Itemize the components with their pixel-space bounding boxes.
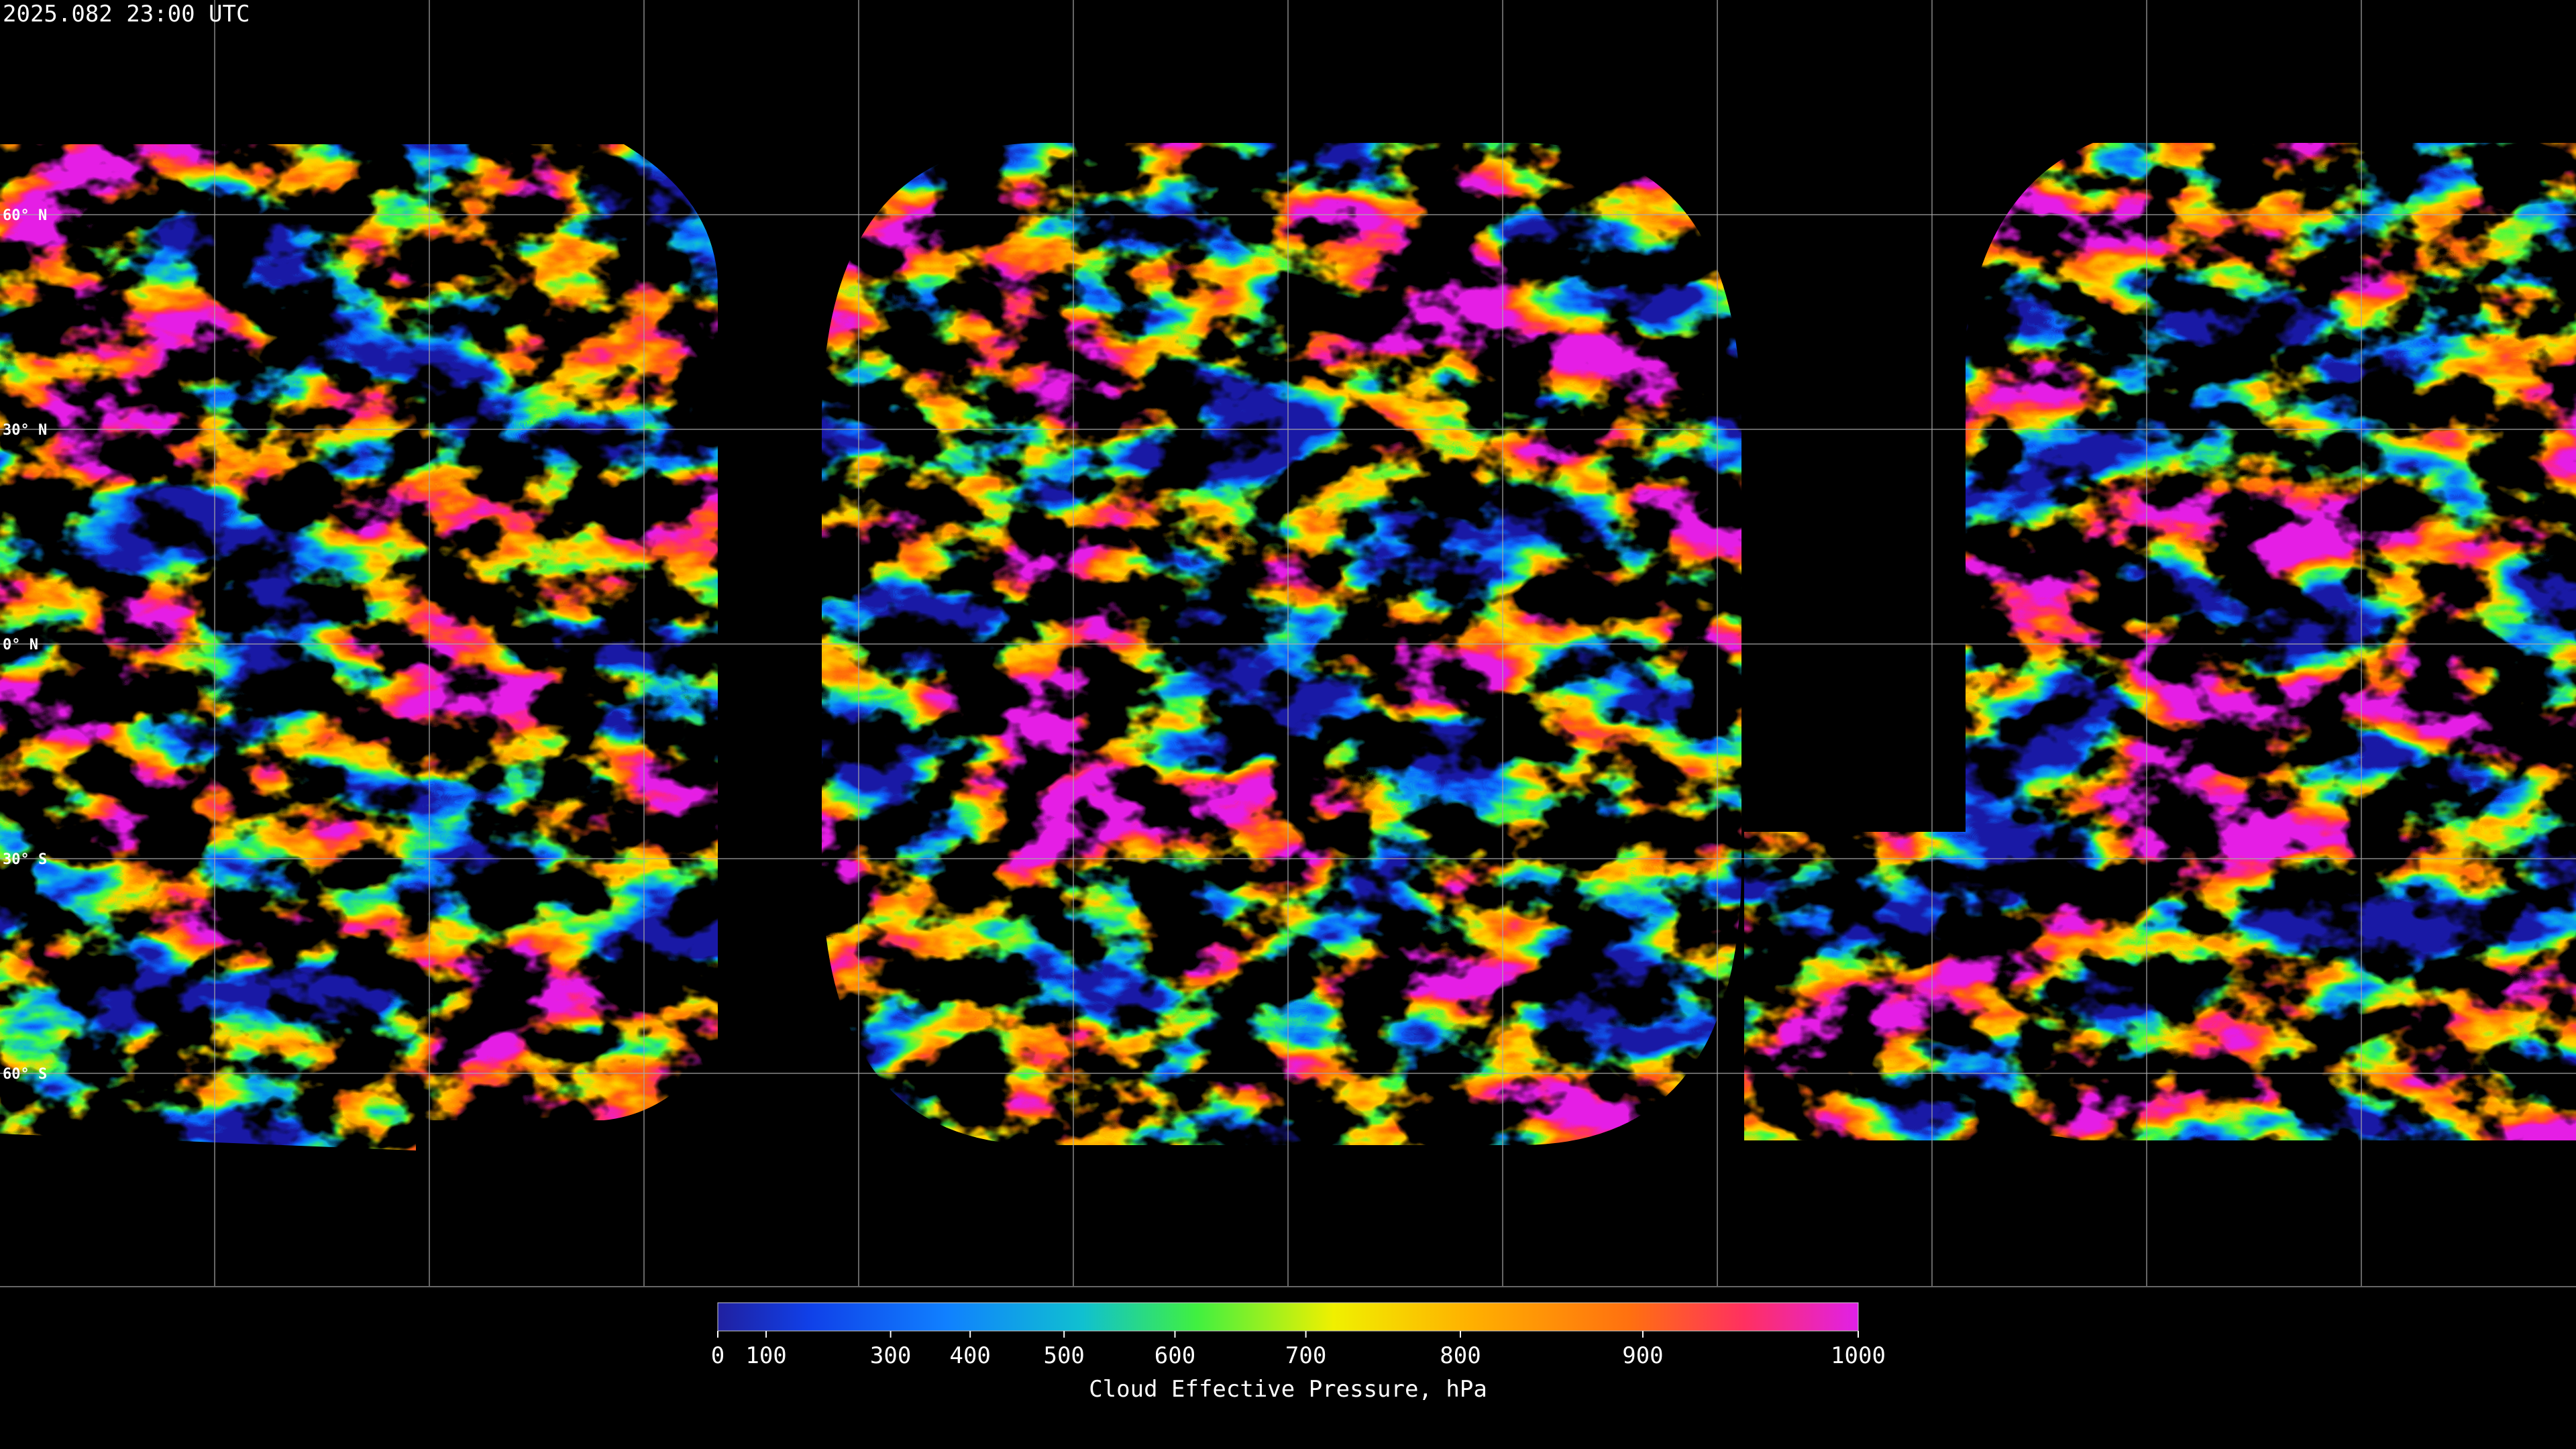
colorbar-tick-label: 400 [949,1342,990,1369]
graticule [0,0,2576,1287]
lat-label: 30° N [3,422,47,439]
colorbar-tick-label: 0 [711,1342,724,1369]
timestamp: 2025.082 23:00 UTC [3,1,250,28]
colorbar-tick-label: 900 [1622,1342,1663,1369]
colorbar-tick-label: 800 [1440,1342,1481,1369]
lat-labels: 60° N 30° N 0° N 30° S 60° S [3,207,47,1083]
colorbar: Cloud Effective Pressure, hPa 0 100 300 400… [711,1302,1886,1403]
colorbar-tick-label: 700 [1285,1342,1326,1369]
lat-label: 60° N [3,207,47,224]
colorbar-tick-label: 500 [1043,1342,1084,1369]
lat-label: 0° N [3,637,38,653]
lat-label: 30° S [3,851,47,868]
colorbar-title: Cloud Effective Pressure, hPa [1089,1376,1487,1403]
lat-label: 60° S [3,1066,47,1083]
colorbar-tick-label: 300 [870,1342,911,1369]
colorbar-tick-label: 100 [745,1342,786,1369]
colorbar-tick-label: 1000 [1831,1342,1886,1369]
colorbar-tick-label: 600 [1155,1342,1195,1369]
colorbar-ramp [717,1302,1859,1332]
